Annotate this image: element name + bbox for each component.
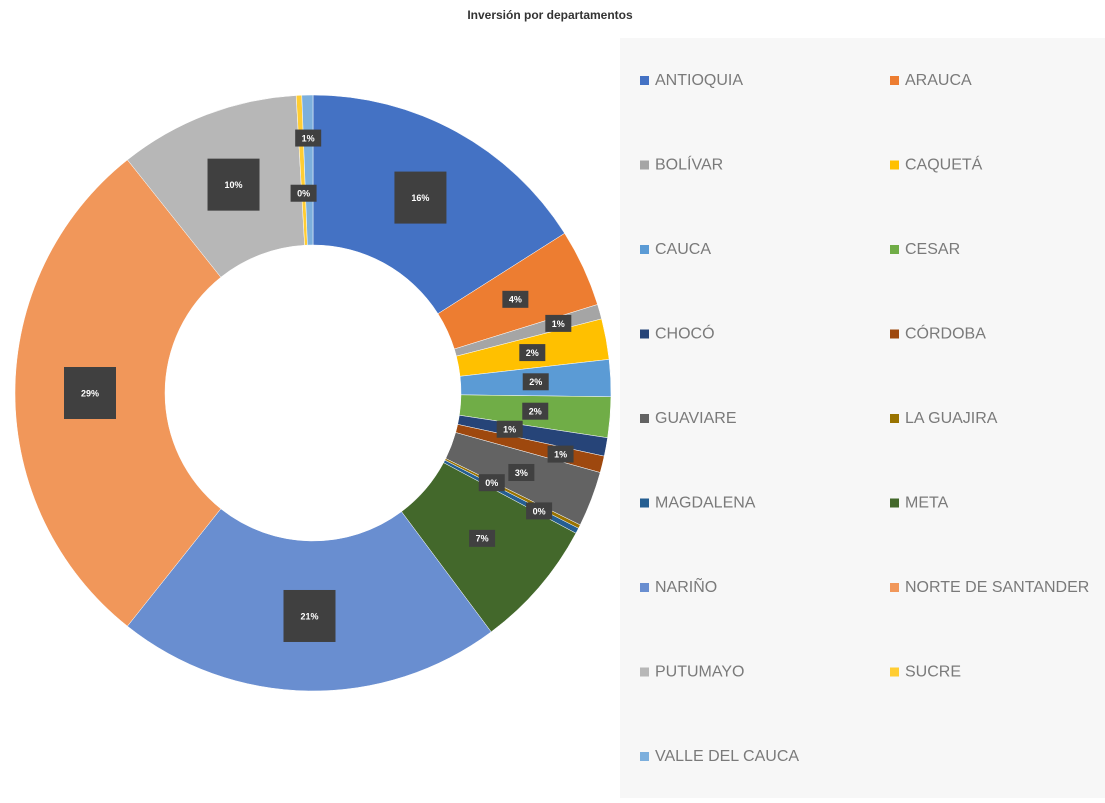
legend-label: META	[905, 495, 949, 512]
legend-swatch	[640, 752, 649, 761]
legend-label: CÓRDOBA	[905, 324, 986, 343]
legend-swatch	[640, 583, 649, 592]
data-label: 1%	[554, 449, 567, 459]
data-label: 1%	[302, 133, 315, 143]
legend-label: LA GUAJIRA	[905, 410, 998, 427]
legend-swatch	[640, 667, 649, 677]
legend-swatch	[890, 498, 899, 508]
data-label: 10%	[225, 180, 243, 190]
data-label: 7%	[476, 534, 489, 544]
data-label-box	[502, 290, 529, 308]
data-label-box	[290, 184, 317, 202]
data-label: 2%	[529, 407, 542, 417]
data-label-box	[469, 529, 496, 547]
legend-label: BOLÍVAR	[655, 155, 723, 174]
slice	[14, 159, 222, 627]
data-label: 0%	[485, 478, 498, 488]
data-label-box	[207, 158, 260, 211]
legend-swatch	[640, 414, 649, 423]
legend-label: MAGDALENA	[655, 495, 756, 512]
data-label-box	[526, 502, 553, 520]
data-label-box	[394, 171, 447, 224]
data-label-box	[522, 402, 549, 420]
legend-label: CAQUETÁ	[905, 155, 983, 174]
legend-label: ARAUCA	[905, 72, 972, 89]
legend-swatch	[890, 583, 899, 592]
legend-swatch	[890, 160, 899, 170]
legend-label: VALLE DEL CAUCA	[655, 748, 799, 765]
legend-swatch	[890, 245, 899, 254]
legend-label: NORTE DE SANTANDER	[905, 579, 1089, 596]
data-label-box	[545, 314, 572, 332]
legend-panel	[620, 38, 1105, 798]
legend-label: CAUCA	[655, 241, 711, 258]
legend-swatch	[890, 329, 899, 339]
legend-label: CHOCÓ	[655, 324, 715, 343]
data-label: 0%	[533, 506, 546, 516]
legend-swatch	[890, 76, 899, 85]
data-label: 21%	[300, 611, 318, 621]
legend-swatch	[640, 76, 649, 85]
chart-title: Inversión por departamentos	[467, 8, 633, 22]
legend-swatch	[640, 498, 649, 508]
data-label-box	[547, 445, 574, 463]
data-label: 4%	[509, 295, 522, 305]
data-label: 3%	[515, 468, 528, 478]
data-label-box	[283, 589, 336, 642]
legend-label: PUTUMAYO	[655, 664, 744, 681]
legend-label: GUAVIARE	[655, 410, 737, 427]
data-label: 1%	[503, 425, 516, 435]
data-label-box	[496, 420, 523, 438]
data-label: 2%	[529, 377, 542, 387]
data-label: 0%	[297, 189, 310, 199]
data-label: 16%	[411, 193, 429, 203]
legend-swatch	[640, 245, 649, 254]
data-label: 2%	[526, 348, 539, 358]
legend-label: NARIÑO	[655, 576, 717, 596]
data-label: 1%	[552, 319, 565, 329]
legend-swatch	[640, 160, 649, 170]
data-label-box	[522, 373, 549, 391]
legend-label: ANTIOQUIA	[655, 72, 743, 89]
legend-swatch	[890, 414, 899, 423]
legend-label: SUCRE	[905, 664, 961, 681]
data-label-box	[295, 129, 322, 147]
data-label-box	[64, 367, 116, 419]
legend-swatch	[890, 667, 899, 677]
data-label-box	[508, 463, 535, 481]
data-label-box	[478, 474, 505, 492]
data-label: 29%	[81, 388, 99, 398]
legend-label: CESAR	[905, 241, 960, 258]
data-label-box	[519, 344, 546, 362]
legend-swatch	[640, 329, 649, 339]
